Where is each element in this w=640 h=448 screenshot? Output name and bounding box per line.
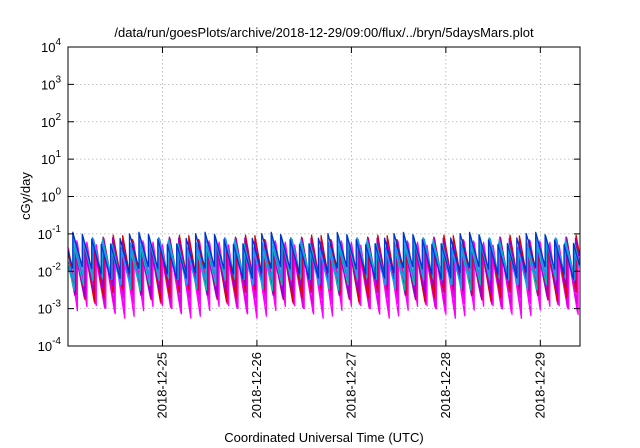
x-tick-label: 2018-12-25 bbox=[154, 352, 169, 419]
ticks-layer: 10-4 10-3 10-2 10-1 100 101 102 103 104 2018-12-2… bbox=[38, 37, 580, 419]
y-tick-label: 104 bbox=[41, 37, 61, 55]
y-tick-label: 102 bbox=[41, 112, 61, 130]
chart-title: /data/run/goesPlots/archive/2018-12-29/0… bbox=[114, 25, 534, 40]
y-axis-label: cGy/day bbox=[18, 172, 33, 220]
series-layer bbox=[67, 231, 581, 319]
x-tick-label: 2018-12-27 bbox=[343, 352, 358, 419]
x-tick-label: 2018-12-28 bbox=[438, 352, 453, 419]
y-tick-label: 10-2 bbox=[38, 261, 62, 279]
y-tick-label: 10-3 bbox=[38, 299, 62, 317]
series-line-8 bbox=[67, 231, 581, 280]
y-tick-label: 10-4 bbox=[38, 336, 62, 354]
y-tick-label: 100 bbox=[41, 187, 61, 205]
x-tick-label: 2018-12-26 bbox=[249, 352, 264, 419]
x-tick-label: 2018-12-29 bbox=[532, 352, 547, 419]
x-axis-label: Coordinated Universal Time (UTC) bbox=[224, 430, 423, 445]
y-tick-label: 103 bbox=[41, 74, 61, 92]
y-tick-label: 101 bbox=[41, 149, 61, 167]
grid-layer bbox=[68, 47, 580, 346]
y-tick-label: 10-1 bbox=[38, 224, 62, 242]
